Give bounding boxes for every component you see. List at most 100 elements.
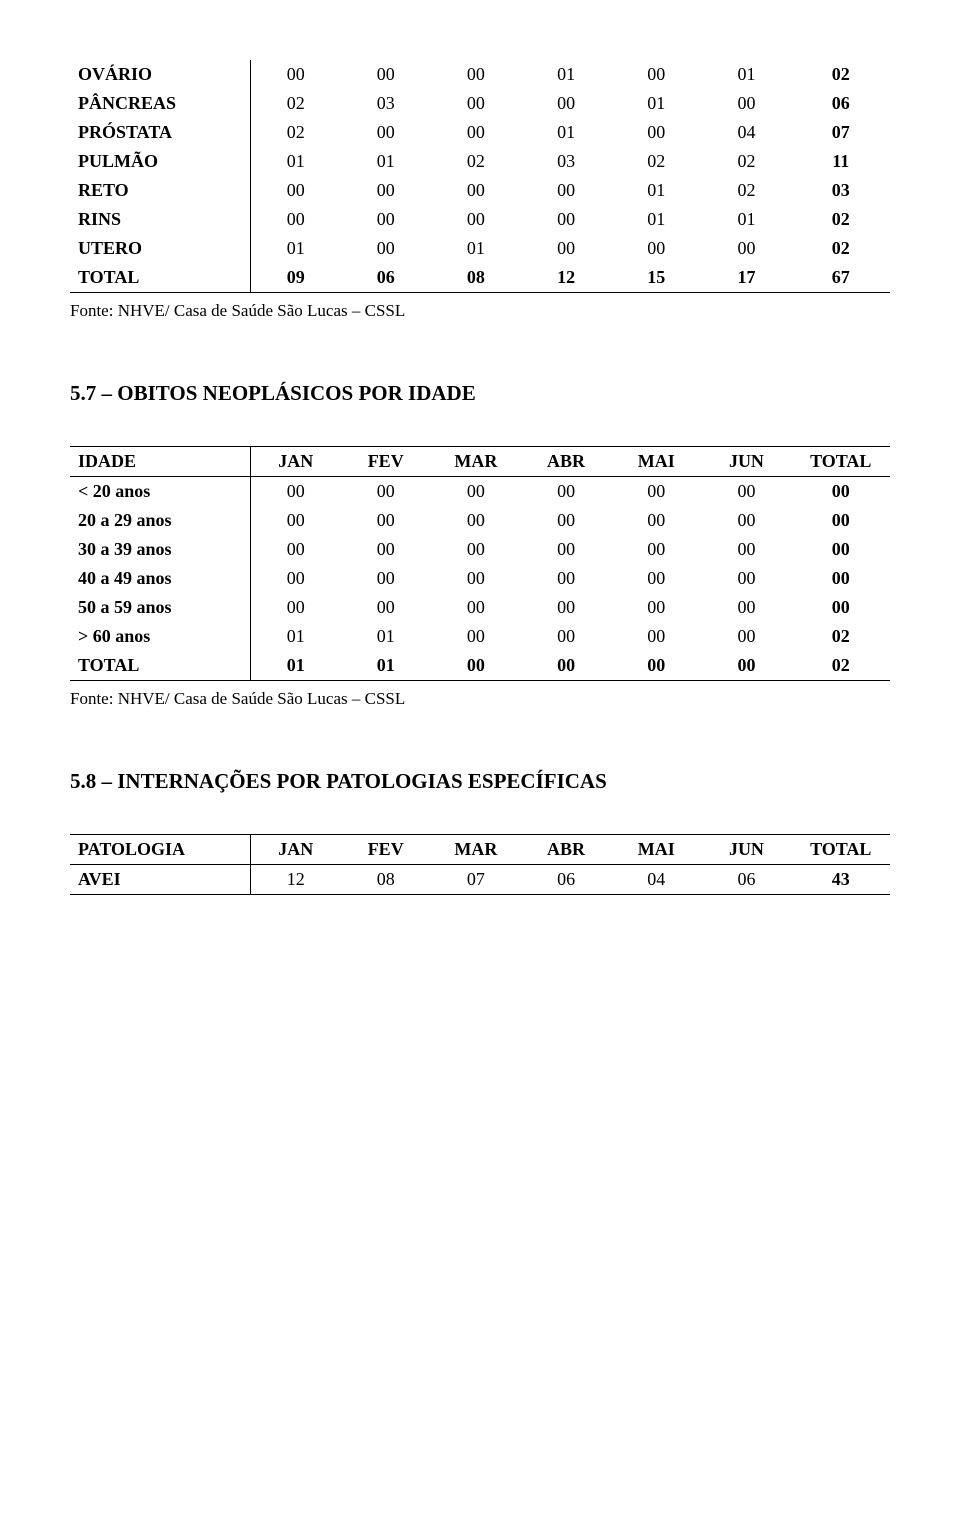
cell: 00 (611, 477, 701, 507)
cell: 04 (611, 865, 701, 895)
cell: 07 (792, 118, 890, 147)
cell: 00 (701, 89, 791, 118)
cell: 00 (431, 506, 521, 535)
cell: 00 (611, 535, 701, 564)
cell: 15 (611, 263, 701, 293)
cell: 01 (341, 147, 431, 176)
cell: 00 (701, 564, 791, 593)
cell: 01 (521, 60, 611, 89)
cell: 07 (431, 865, 521, 895)
cell: 00 (341, 176, 431, 205)
cell: 00 (250, 564, 340, 593)
table-header-row: PATOLOGIAJANFEVMARABRMAIJUNTOTAL (70, 835, 890, 865)
cell: 01 (250, 651, 340, 681)
cell: 12 (250, 865, 340, 895)
cell: 02 (611, 147, 701, 176)
table-row: UTERO01000100000002 (70, 234, 890, 263)
cell: 00 (792, 477, 890, 507)
cell: 06 (341, 263, 431, 293)
cell: 00 (250, 176, 340, 205)
table-row: 20 a 29 anos00000000000000 (70, 506, 890, 535)
cell: 00 (701, 535, 791, 564)
column-header: PATOLOGIA (70, 835, 250, 865)
cell: 01 (250, 147, 340, 176)
column-header: JAN (250, 835, 340, 865)
table-row: TOTAL01010000000002 (70, 651, 890, 681)
cancer-site-table: OVÁRIO00000001000102PÂNCREAS020300000100… (70, 60, 890, 293)
cell: 00 (792, 506, 890, 535)
table-row: PRÓSTATA02000001000407 (70, 118, 890, 147)
cell: 00 (431, 651, 521, 681)
cell: 00 (341, 535, 431, 564)
cell: 00 (431, 593, 521, 622)
cell: 17 (701, 263, 791, 293)
cell: 01 (521, 118, 611, 147)
table-row: PULMÃO01010203020211 (70, 147, 890, 176)
table-row: 50 a 59 anos00000000000000 (70, 593, 890, 622)
cell: 00 (792, 593, 890, 622)
cell: 00 (250, 205, 340, 234)
cell: 01 (611, 89, 701, 118)
cell: 03 (521, 147, 611, 176)
cell: 00 (431, 118, 521, 147)
cell: 00 (521, 535, 611, 564)
cell: 00 (341, 477, 431, 507)
column-header: ABR (521, 447, 611, 477)
cell: 00 (701, 506, 791, 535)
column-header: ABR (521, 835, 611, 865)
cell: 00 (431, 564, 521, 593)
section-5-7-title: 5.7 – OBITOS NEOPLÁSICOS POR IDADE (70, 381, 890, 406)
cell: 02 (792, 651, 890, 681)
table-header-row: IDADEJANFEVMARABRMAIJUNTOTAL (70, 447, 890, 477)
cell: 00 (792, 564, 890, 593)
cell: 00 (431, 89, 521, 118)
cell: 03 (341, 89, 431, 118)
cell: 00 (250, 506, 340, 535)
cell: 02 (250, 89, 340, 118)
cell: 06 (521, 865, 611, 895)
row-label: PRÓSTATA (70, 118, 250, 147)
row-label: 50 a 59 anos (70, 593, 250, 622)
cell: 00 (521, 234, 611, 263)
cell: 67 (792, 263, 890, 293)
table-row: TOTAL09060812151767 (70, 263, 890, 293)
cell: 08 (431, 263, 521, 293)
row-label: PULMÃO (70, 147, 250, 176)
column-header: IDADE (70, 447, 250, 477)
row-label: 30 a 39 anos (70, 535, 250, 564)
cell: 02 (431, 147, 521, 176)
table-row: 30 a 39 anos00000000000000 (70, 535, 890, 564)
cell: 00 (250, 60, 340, 89)
cell: 01 (250, 234, 340, 263)
row-label: TOTAL (70, 263, 250, 293)
cell: 00 (341, 205, 431, 234)
table2-source: Fonte: NHVE/ Casa de Saúde São Lucas – C… (70, 689, 890, 709)
cell: 00 (701, 651, 791, 681)
cell: 12 (521, 263, 611, 293)
cell: 00 (431, 535, 521, 564)
cell: 00 (431, 477, 521, 507)
column-header: MAR (431, 835, 521, 865)
table-row: < 20 anos00000000000000 (70, 477, 890, 507)
row-label: RINS (70, 205, 250, 234)
column-header: JUN (701, 447, 791, 477)
cell: 02 (701, 147, 791, 176)
cell: 00 (701, 477, 791, 507)
cell: 00 (611, 622, 701, 651)
cell: 11 (792, 147, 890, 176)
cell: 00 (431, 622, 521, 651)
cell: 00 (521, 89, 611, 118)
table-row: 40 a 49 anos00000000000000 (70, 564, 890, 593)
column-header: FEV (341, 835, 431, 865)
cell: 00 (611, 564, 701, 593)
cell: 02 (792, 205, 890, 234)
row-label: 40 a 49 anos (70, 564, 250, 593)
cell: 00 (341, 506, 431, 535)
cell: 06 (701, 865, 791, 895)
cell: 00 (341, 118, 431, 147)
cell: 00 (521, 176, 611, 205)
cell: 00 (701, 622, 791, 651)
cell: 06 (792, 89, 890, 118)
cell: 08 (341, 865, 431, 895)
row-label: RETO (70, 176, 250, 205)
